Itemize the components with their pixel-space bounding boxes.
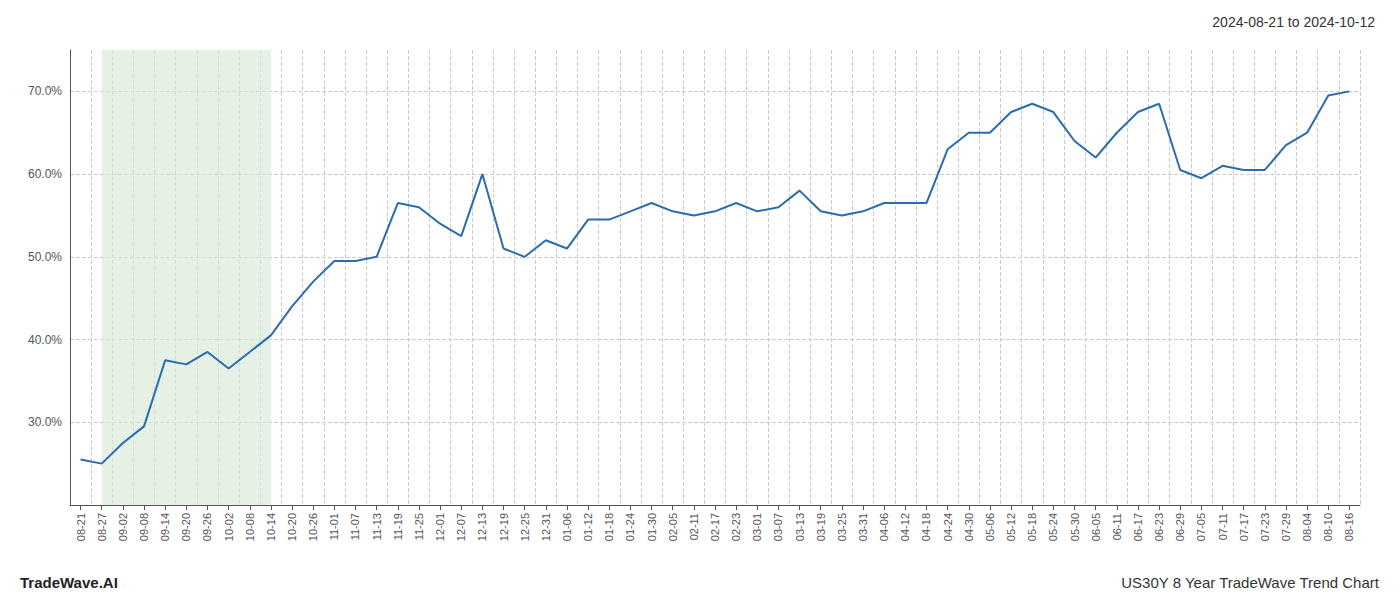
svg-text:US30Y 8 Year TradeWave Trend C: US30Y 8 Year TradeWave Trend Chart bbox=[1121, 574, 1379, 591]
svg-text:10-02: 10-02 bbox=[223, 513, 235, 541]
svg-text:12-31: 12-31 bbox=[540, 513, 552, 541]
svg-text:04-06: 04-06 bbox=[878, 513, 890, 541]
svg-text:04-24: 04-24 bbox=[942, 513, 954, 541]
svg-text:01-30: 01-30 bbox=[646, 513, 658, 541]
svg-text:12-01: 12-01 bbox=[434, 513, 446, 541]
svg-text:08-10: 08-10 bbox=[1322, 513, 1334, 541]
svg-text:30.0%: 30.0% bbox=[28, 415, 62, 429]
svg-text:11-25: 11-25 bbox=[413, 513, 425, 540]
svg-text:03-31: 03-31 bbox=[857, 513, 869, 541]
svg-text:2024-08-21 to 2024-10-12: 2024-08-21 to 2024-10-12 bbox=[1212, 14, 1375, 30]
svg-text:11-19: 11-19 bbox=[392, 513, 404, 540]
svg-text:TradeWave.AI: TradeWave.AI bbox=[20, 574, 118, 591]
svg-text:06-23: 06-23 bbox=[1153, 513, 1165, 541]
svg-text:03-01: 03-01 bbox=[751, 513, 763, 541]
svg-text:01-24: 01-24 bbox=[624, 513, 636, 541]
svg-text:05-06: 05-06 bbox=[984, 513, 996, 541]
svg-text:07-05: 07-05 bbox=[1195, 513, 1207, 541]
svg-text:09-02: 09-02 bbox=[117, 513, 129, 541]
svg-text:02-11: 02-11 bbox=[688, 513, 700, 540]
svg-text:11-07: 11-07 bbox=[349, 513, 361, 540]
svg-text:03-07: 03-07 bbox=[772, 513, 784, 541]
svg-text:09-26: 09-26 bbox=[201, 513, 213, 541]
svg-text:08-16: 08-16 bbox=[1343, 513, 1355, 541]
svg-text:10-14: 10-14 bbox=[265, 513, 277, 541]
svg-text:06-05: 06-05 bbox=[1090, 513, 1102, 541]
svg-text:03-25: 03-25 bbox=[836, 513, 848, 541]
svg-text:12-07: 12-07 bbox=[455, 513, 467, 541]
svg-text:70.0%: 70.0% bbox=[28, 84, 62, 98]
svg-text:08-21: 08-21 bbox=[75, 513, 87, 541]
svg-text:06-29: 06-29 bbox=[1174, 513, 1186, 541]
svg-text:05-24: 05-24 bbox=[1047, 513, 1059, 541]
svg-text:04-12: 04-12 bbox=[899, 513, 911, 541]
svg-text:60.0%: 60.0% bbox=[28, 167, 62, 181]
svg-text:12-25: 12-25 bbox=[519, 513, 531, 541]
svg-text:10-08: 10-08 bbox=[244, 513, 256, 541]
svg-text:07-29: 07-29 bbox=[1280, 513, 1292, 541]
svg-text:07-17: 07-17 bbox=[1238, 513, 1250, 541]
svg-text:02-05: 02-05 bbox=[667, 513, 679, 541]
svg-text:10-26: 10-26 bbox=[307, 513, 319, 541]
svg-text:09-20: 09-20 bbox=[180, 513, 192, 541]
svg-text:04-30: 04-30 bbox=[963, 513, 975, 541]
svg-text:12-13: 12-13 bbox=[476, 513, 488, 541]
svg-text:06-11: 06-11 bbox=[1111, 513, 1123, 540]
svg-text:03-19: 03-19 bbox=[815, 513, 827, 541]
svg-text:04-18: 04-18 bbox=[920, 513, 932, 541]
svg-text:01-06: 01-06 bbox=[561, 513, 573, 541]
svg-text:07-23: 07-23 bbox=[1259, 513, 1271, 541]
svg-text:09-14: 09-14 bbox=[159, 513, 171, 541]
svg-text:11-13: 11-13 bbox=[371, 513, 383, 540]
svg-text:01-18: 01-18 bbox=[603, 513, 615, 541]
svg-text:01-12: 01-12 bbox=[582, 513, 594, 541]
svg-text:05-12: 05-12 bbox=[1005, 513, 1017, 541]
svg-text:08-04: 08-04 bbox=[1301, 513, 1313, 541]
svg-text:08-27: 08-27 bbox=[96, 513, 108, 541]
svg-text:11-01: 11-01 bbox=[328, 513, 340, 540]
svg-text:02-23: 02-23 bbox=[730, 513, 742, 541]
svg-text:09-08: 09-08 bbox=[138, 513, 150, 541]
svg-text:12-19: 12-19 bbox=[498, 513, 510, 541]
svg-text:06-17: 06-17 bbox=[1132, 513, 1144, 541]
svg-text:07-11: 07-11 bbox=[1217, 513, 1229, 540]
svg-text:02-17: 02-17 bbox=[709, 513, 721, 541]
svg-text:03-13: 03-13 bbox=[794, 513, 806, 541]
svg-text:50.0%: 50.0% bbox=[28, 250, 62, 264]
svg-text:40.0%: 40.0% bbox=[28, 333, 62, 347]
svg-text:10-20: 10-20 bbox=[286, 513, 298, 541]
svg-text:05-30: 05-30 bbox=[1069, 513, 1081, 541]
svg-text:05-18: 05-18 bbox=[1026, 513, 1038, 541]
